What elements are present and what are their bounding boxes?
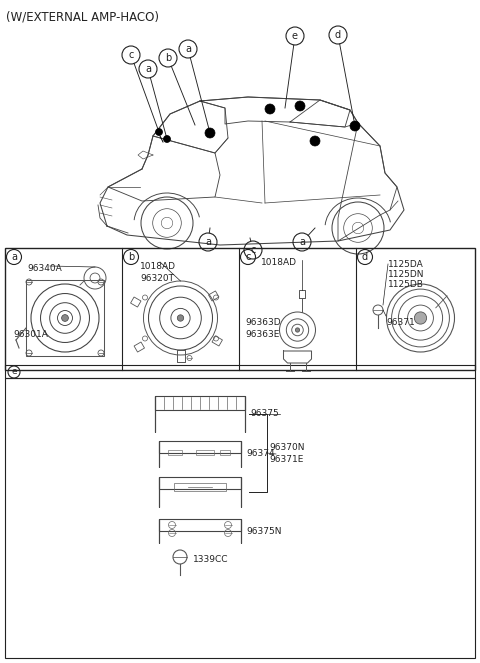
Circle shape bbox=[414, 312, 427, 324]
Bar bbox=[5, 365, 475, 378]
Bar bbox=[168, 450, 182, 455]
Text: 96301A: 96301A bbox=[13, 330, 48, 339]
Circle shape bbox=[265, 104, 275, 114]
Circle shape bbox=[61, 315, 69, 322]
Text: 96374: 96374 bbox=[246, 450, 275, 459]
Text: 1339CC: 1339CC bbox=[193, 554, 228, 564]
Text: 96370N: 96370N bbox=[269, 444, 304, 453]
Text: e: e bbox=[292, 31, 298, 41]
Text: 96371E: 96371E bbox=[269, 455, 303, 463]
Text: 96375: 96375 bbox=[250, 410, 279, 418]
Text: a: a bbox=[185, 44, 191, 54]
Bar bbox=[131, 297, 141, 307]
Text: (W/EXTERNAL AMP-HACO): (W/EXTERNAL AMP-HACO) bbox=[6, 10, 159, 23]
Text: 1125DB: 1125DB bbox=[388, 280, 424, 289]
Text: 96371: 96371 bbox=[386, 318, 415, 327]
Text: d: d bbox=[362, 252, 368, 262]
Text: a: a bbox=[145, 64, 151, 74]
Bar bbox=[5, 248, 475, 370]
Text: 96363D: 96363D bbox=[245, 318, 281, 327]
Text: c: c bbox=[128, 50, 134, 60]
Bar bbox=[208, 291, 219, 301]
Circle shape bbox=[205, 128, 215, 138]
Text: a: a bbox=[11, 252, 17, 262]
Text: 1125DA: 1125DA bbox=[388, 260, 424, 269]
Bar bbox=[220, 450, 230, 455]
Bar bbox=[212, 336, 222, 346]
Circle shape bbox=[295, 101, 305, 111]
Circle shape bbox=[156, 129, 163, 135]
Circle shape bbox=[177, 315, 184, 321]
Text: b: b bbox=[165, 53, 171, 63]
Bar bbox=[174, 483, 226, 491]
Bar bbox=[196, 450, 214, 455]
Text: 96340A: 96340A bbox=[27, 264, 62, 273]
Text: d: d bbox=[335, 30, 341, 40]
Bar bbox=[5, 378, 475, 658]
Bar bbox=[26, 280, 104, 356]
Text: 1125DN: 1125DN bbox=[388, 270, 424, 279]
Text: e: e bbox=[11, 367, 17, 377]
Text: 96375N: 96375N bbox=[246, 526, 281, 536]
Text: a: a bbox=[299, 237, 305, 247]
Text: c: c bbox=[250, 245, 256, 255]
Circle shape bbox=[350, 121, 360, 131]
Text: 1018AD: 1018AD bbox=[140, 262, 176, 271]
Text: 1018AD: 1018AD bbox=[261, 258, 297, 267]
Circle shape bbox=[164, 135, 170, 143]
Circle shape bbox=[310, 136, 320, 146]
Text: b: b bbox=[128, 252, 134, 262]
Text: c: c bbox=[245, 252, 251, 262]
Text: 96320T: 96320T bbox=[140, 274, 174, 283]
Bar bbox=[134, 342, 144, 352]
Text: a: a bbox=[205, 237, 211, 247]
Text: 96363E: 96363E bbox=[245, 330, 279, 339]
Circle shape bbox=[295, 328, 300, 332]
